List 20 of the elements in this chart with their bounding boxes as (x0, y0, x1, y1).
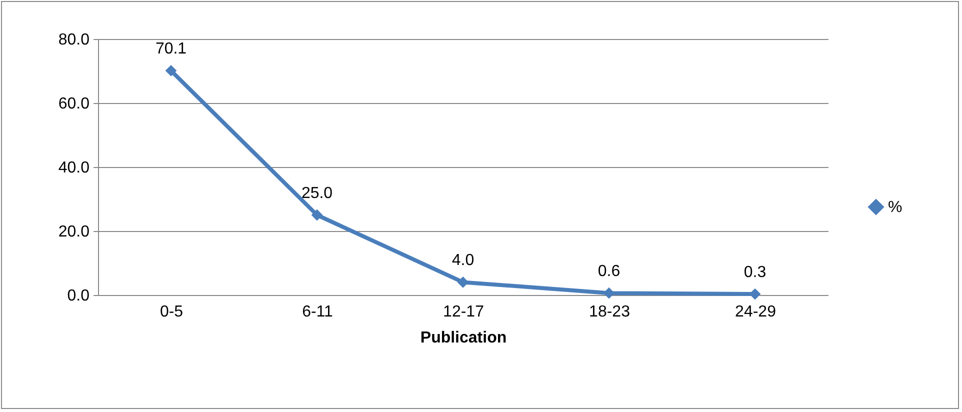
x-tick-label: 0-5 (160, 304, 184, 320)
data-label: 70.1 (155, 40, 187, 58)
point (457, 276, 469, 288)
y-tick-label: 80.0 (58, 32, 90, 48)
y-tick-label: 60.0 (58, 96, 90, 112)
data-label: 25.0 (301, 185, 333, 202)
y-tick-label: 40.0 (58, 160, 90, 176)
y-tick-label: 20.0 (58, 224, 90, 240)
data-label: 4.0 (452, 252, 474, 270)
data-label: 0.3 (744, 264, 766, 282)
point (165, 64, 177, 76)
legend-label: % (888, 199, 902, 216)
x-axis-title: Publication (420, 330, 507, 346)
x-tick-label: 18-23 (589, 304, 630, 320)
x-tick-label: 24-29 (735, 304, 776, 320)
point (311, 209, 323, 221)
y-tick-label: 0.0 (67, 288, 90, 304)
x-tick-label: 6-11 (302, 304, 334, 320)
x-tick-label: 12-17 (443, 304, 484, 320)
data-label: 0.6 (598, 263, 620, 280)
